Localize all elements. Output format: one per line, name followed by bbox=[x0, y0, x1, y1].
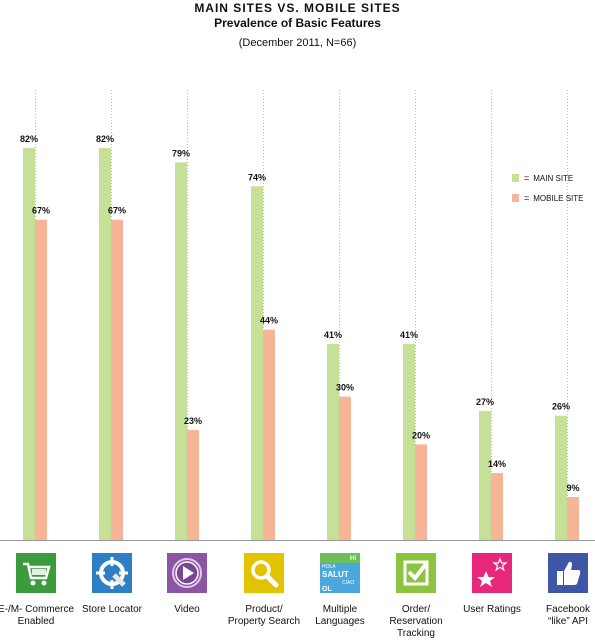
category-label-line: E-/M- Commerce bbox=[0, 604, 75, 615]
store-locator-icon bbox=[92, 553, 132, 593]
legend-swatch-mobile bbox=[512, 194, 519, 202]
languages-icon: HI HOLA SALUT CIAO OL bbox=[320, 553, 360, 593]
bar-main-site bbox=[99, 148, 111, 541]
category-label: Order/ Reservation Tracking bbox=[366, 604, 466, 640]
bar-main-site bbox=[403, 344, 415, 540]
category-label-line: Order/ bbox=[401, 604, 431, 615]
legend-swatch-main bbox=[512, 174, 519, 182]
stars-icon bbox=[472, 553, 512, 593]
bar-main-site bbox=[479, 410, 491, 540]
category-label: Facebook “like” API bbox=[518, 604, 595, 628]
bar-mobile-site bbox=[111, 219, 123, 541]
data-label: 9% bbox=[566, 483, 579, 493]
category-label-line: Enabled bbox=[17, 616, 55, 627]
bar-main-site bbox=[175, 162, 187, 540]
category-label-line: Tracking bbox=[397, 628, 435, 639]
category-label: Video bbox=[137, 604, 237, 616]
data-label: 67% bbox=[32, 206, 50, 216]
data-label: 27% bbox=[476, 397, 494, 407]
chart-note: (December 2011, N=66) bbox=[238, 37, 357, 49]
legend-equals: = bbox=[524, 193, 530, 203]
bar-main-site bbox=[327, 344, 339, 540]
category-label-line: Multiple bbox=[322, 604, 358, 615]
bar-main-site bbox=[23, 148, 35, 541]
category-label-line: User Ratings bbox=[463, 604, 521, 615]
category-label-line: Property Search bbox=[227, 616, 301, 627]
category-label-line: “like” API bbox=[547, 616, 588, 627]
category-label-line: Reservation bbox=[389, 616, 443, 627]
legend-item-main: = MAIN SITE bbox=[512, 168, 584, 188]
data-label: 30% bbox=[336, 383, 354, 393]
languages-icon-text: OL bbox=[322, 586, 332, 593]
category-label-line: Video bbox=[174, 604, 200, 615]
legend-label-mobile: MOBILE SITE bbox=[533, 193, 584, 203]
data-label: 82% bbox=[96, 134, 114, 144]
languages-icon-text: HI bbox=[350, 556, 356, 562]
search-magnifier-icon bbox=[244, 553, 284, 593]
shopping-cart-icon bbox=[16, 553, 56, 593]
data-label: 41% bbox=[400, 330, 418, 340]
legend-equals: = bbox=[524, 173, 530, 183]
data-label: 44% bbox=[260, 316, 278, 326]
data-label: 41% bbox=[324, 330, 342, 340]
category-label: Product/ Property Search bbox=[214, 604, 314, 628]
languages-icon-text: HOLA bbox=[322, 564, 336, 570]
bar-main-site bbox=[251, 186, 263, 540]
languages-icon-text: CIAO bbox=[342, 580, 354, 586]
bar-mobile-site bbox=[187, 430, 199, 540]
thumbs-up-icon bbox=[548, 553, 588, 593]
data-label: 82% bbox=[20, 134, 38, 144]
bar-mobile-site bbox=[567, 496, 579, 540]
bar-main-site bbox=[555, 415, 567, 540]
languages-icon-text: SALUT bbox=[322, 570, 349, 579]
legend: = MAIN SITE = MOBILE SITE bbox=[512, 168, 584, 208]
checkbox-icon bbox=[396, 553, 436, 593]
chart-subtitle: Prevalence of Basic Features bbox=[214, 16, 381, 30]
category-label: User Ratings bbox=[442, 604, 542, 616]
category-label: E-/M- Commerce Enabled bbox=[0, 604, 86, 628]
category-label-line: Facebook bbox=[546, 604, 590, 615]
category-label-line: Product/ bbox=[245, 604, 283, 615]
chart-title: MAIN SITES VS. MOBILE SITES bbox=[194, 1, 401, 15]
data-label: 79% bbox=[172, 148, 190, 158]
bar-mobile-site bbox=[35, 219, 47, 541]
video-play-icon bbox=[167, 553, 207, 593]
bar-mobile-site bbox=[415, 444, 427, 540]
data-label: 23% bbox=[184, 416, 202, 426]
data-label: 67% bbox=[108, 206, 126, 216]
bar-mobile-site bbox=[491, 473, 503, 540]
category-label: Multiple Languages bbox=[290, 604, 390, 628]
bar-mobile-site bbox=[263, 329, 275, 540]
data-label: 20% bbox=[412, 430, 430, 440]
category-label-line: Languages bbox=[315, 616, 365, 627]
legend-label-main: MAIN SITE bbox=[533, 173, 574, 183]
bar-mobile-site bbox=[339, 396, 351, 540]
data-label: 26% bbox=[552, 402, 570, 412]
data-label: 74% bbox=[248, 172, 266, 182]
data-label: 14% bbox=[488, 459, 506, 469]
category-label: Store Locator bbox=[62, 604, 162, 616]
legend-item-mobile: = MOBILE SITE bbox=[512, 188, 584, 208]
category-label-line: Store Locator bbox=[81, 604, 143, 615]
